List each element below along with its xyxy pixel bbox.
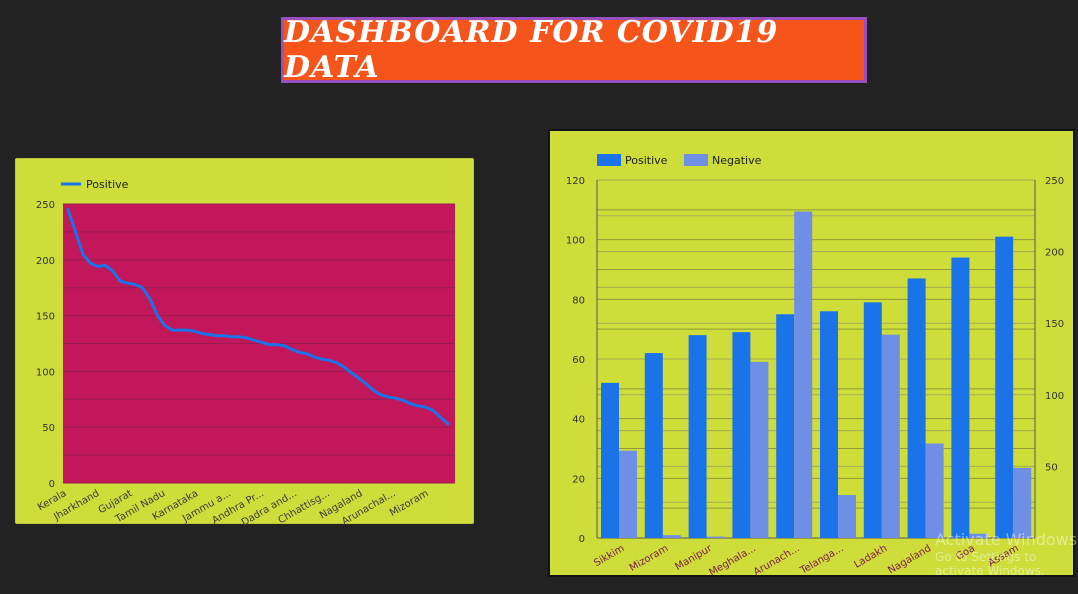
bar-negative: [1013, 467, 1032, 538]
legend-positive-label: Positive: [86, 178, 129, 191]
legend-negative-swatch: [684, 154, 708, 166]
bar-positive: [951, 257, 970, 538]
bar-negative: [969, 533, 988, 538]
y-tick-label: 150: [36, 312, 55, 323]
y-tick-label: 100: [36, 367, 55, 378]
y-tick-label: 50: [42, 423, 55, 434]
x-tick-label: Meghala...: [707, 543, 758, 579]
dashboard-title-banner: DASHBOARD FOR COVID19 DATA: [281, 15, 867, 85]
bar-positive: [644, 353, 663, 538]
y-right-tick-label: 250: [1045, 176, 1064, 187]
activate-windows-watermark: Activate Windows Go to Settings to activ…: [935, 530, 1078, 578]
x-tick-label: Arunach...: [752, 543, 802, 578]
y-tick-label: 250: [36, 200, 55, 211]
y-tick-label: 0: [49, 479, 55, 490]
bar-negative: [794, 211, 813, 538]
legend-positive-swatch: [597, 154, 621, 166]
bar-positive: [601, 382, 619, 538]
y-right-tick-label: 200: [1045, 248, 1064, 259]
y-right-tick-label: 100: [1045, 391, 1064, 402]
bar-negative: [925, 443, 944, 538]
y-right-tick-label: 150: [1045, 319, 1064, 330]
bar-negative: [662, 535, 681, 538]
y-left-tick-label: 0: [579, 534, 585, 545]
y-tick-label: 200: [36, 256, 55, 267]
bar-positive: [776, 314, 795, 538]
x-tick-label: Sikkim: [592, 543, 626, 569]
positive-series-line: [66, 208, 450, 426]
bar-negative: [706, 536, 725, 538]
bar-negative: [619, 450, 637, 538]
y-left-tick-label: 120: [566, 176, 585, 187]
x-tick-label: Telanga...: [798, 543, 846, 577]
watermark-line1: Activate Windows: [935, 530, 1078, 549]
bar-positive: [907, 278, 926, 538]
bar-positive: [820, 311, 838, 538]
x-tick-label: Nagaland: [886, 543, 933, 576]
x-tick-label: Ladakh: [852, 543, 889, 571]
y-left-tick-label: 100: [566, 236, 585, 247]
bar-negative: [750, 361, 769, 538]
bar-positive: [732, 332, 751, 538]
y-left-tick-label: 20: [572, 474, 585, 485]
y-left-tick-label: 60: [572, 355, 585, 366]
bar-positive: [688, 335, 707, 538]
positive-negative-bar-chart: 0 20 40 60 80 100 120 50 100 150 200 250 Sikkim Mizor…: [566, 154, 1064, 579]
line-chart-panel: 0 50 100 150 200 250 Kerala Jharkhand Gujarat Tam…: [15, 158, 474, 529]
watermark-line2: Go to Settings to activate Windows.: [935, 550, 1045, 578]
bar-positive: [995, 236, 1014, 538]
legend-positive-label: Positive: [625, 154, 668, 167]
bar-negative: [881, 334, 900, 538]
y-left-tick-label: 80: [572, 295, 585, 306]
bar-chart-panel: 0 20 40 60 80 100 120 50 100 150 200 250 Sikkim Mizor…: [548, 129, 1075, 579]
legend-negative-label: Negative: [712, 154, 762, 167]
y-right-tick-label: 50: [1045, 462, 1058, 473]
positive-line-chart: 050100150200250KeralaJharkhandGujaratTam…: [36, 178, 455, 529]
y-left-tick-label: 40: [572, 415, 585, 426]
bar-negative: [838, 495, 856, 538]
bar-positive: [863, 302, 882, 538]
x-tick-label: Mizoram: [628, 543, 671, 574]
dashboard-title: DASHBOARD FOR COVID19 DATA: [284, 15, 779, 85]
